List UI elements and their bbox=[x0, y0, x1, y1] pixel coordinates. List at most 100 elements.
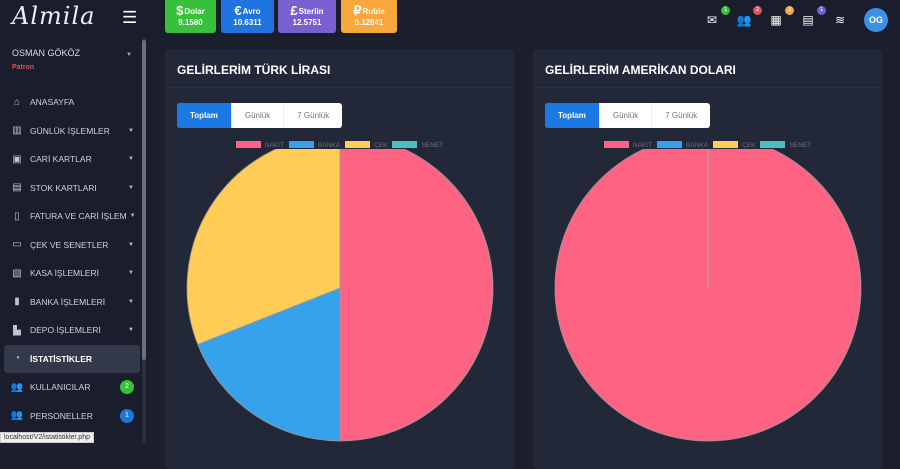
legend-item[interactable]: NAKİT bbox=[603, 141, 653, 149]
currency-icon: £ bbox=[290, 3, 298, 18]
card-usd-income: GELİRLERİM AMERİKAN DOLARI Toplam Günlük… bbox=[533, 49, 882, 469]
sidebar-item-label: KASA İŞLEMLERİ bbox=[30, 268, 99, 279]
icon-glyph: ≋ bbox=[834, 13, 846, 27]
envelope-icon[interactable]: ✉ 1 bbox=[704, 6, 730, 27]
chart-legend: NAKİT BANKA ÇEK SENET bbox=[165, 141, 514, 149]
tab-gunluk[interactable]: Günlük bbox=[230, 103, 283, 128]
count-badge: 2 bbox=[120, 380, 134, 395]
chevron-down-icon[interactable]: ▼ bbox=[126, 52, 132, 58]
count-badge: 1 bbox=[120, 408, 134, 423]
legend-label: BANKA bbox=[686, 142, 709, 149]
legend-item[interactable]: SENET bbox=[392, 141, 443, 149]
pie-slice-banka[interactable] bbox=[197, 287, 341, 442]
sidebar-item-label: DEPO İŞLEMLERİ bbox=[30, 325, 101, 336]
menu-icon: ⌂ bbox=[13, 96, 21, 108]
pie-slice-naki̇t[interactable] bbox=[339, 149, 494, 442]
sidebar-item-9[interactable]: ◔ İSTATİSTİKLER bbox=[4, 344, 140, 373]
period-button-group: Toplam Günlük 7 Günlük bbox=[177, 103, 343, 128]
chevron-down-icon: ▼ bbox=[128, 241, 134, 248]
icon-glyph: ▤ bbox=[802, 13, 814, 27]
tab-toplam[interactable]: Toplam bbox=[177, 103, 231, 128]
sidebar-item-10[interactable]: 👥 KULLANICILAR 2 bbox=[4, 373, 140, 402]
currency-name: Ruble bbox=[362, 7, 385, 16]
legend-label: SENET bbox=[421, 142, 444, 149]
currency-icon: ₽ bbox=[353, 3, 362, 18]
legend-label: BANKA bbox=[318, 142, 341, 149]
menu-toggle-icon[interactable]: ☰ bbox=[122, 8, 138, 27]
logo[interactable]: Almila bbox=[12, 2, 96, 30]
currency-name: Avro bbox=[242, 7, 261, 16]
layers-icon[interactable]: ≋ bbox=[832, 13, 848, 27]
legend-item[interactable]: BANKA bbox=[657, 141, 708, 149]
menu-icon: ▤ bbox=[12, 182, 22, 194]
card-try-income: GELİRLERİM TÜRK LİRASI Toplam Günlük 7 G… bbox=[165, 49, 514, 469]
menu-icon: ▥ bbox=[12, 125, 22, 137]
currency-ruble[interactable]: ₽Ruble 0.12841 bbox=[341, 0, 397, 33]
sidebar-item-label: PERSONELLER bbox=[30, 410, 93, 421]
tab-toplam[interactable]: Toplam bbox=[545, 103, 599, 128]
legend-item[interactable]: ÇEK bbox=[713, 141, 755, 149]
currency-name: Sterlin bbox=[298, 7, 324, 16]
legend-label: NAKİT bbox=[632, 142, 653, 149]
sidebar-item-label: GÜNLÜK İŞLEMLER bbox=[30, 125, 110, 136]
currency-icon: $ bbox=[176, 3, 184, 18]
legend-item[interactable]: SENET bbox=[760, 141, 811, 149]
user-name[interactable]: OSMAN GÖKÖZ bbox=[12, 48, 81, 58]
currency-value: 10.6311 bbox=[233, 18, 262, 27]
currency-icon: € bbox=[234, 3, 242, 18]
sidebar-item-3[interactable]: ▤ STOK KARTLARI ▼ bbox=[4, 174, 140, 203]
currency-avro[interactable]: €Avro 10.6311 bbox=[221, 0, 274, 33]
status-url: localhost/V2/istatistikler.php bbox=[0, 432, 94, 443]
currency-value: 12.5751 bbox=[292, 18, 322, 27]
id-card-icon[interactable]: ▤ 1 bbox=[800, 6, 826, 27]
currency-value: 0.12841 bbox=[354, 18, 384, 27]
sidebar-item-label: STOK KARTLARI bbox=[30, 182, 97, 193]
pie-slice-çek[interactable] bbox=[186, 149, 341, 345]
sidebar: OSMAN GÖKÖZ Patron ▼ ⌂ ANASAYFA ▥ GÜNLÜK İŞ… bbox=[0, 38, 150, 443]
chevron-down-icon: ▼ bbox=[129, 213, 136, 220]
icon-glyph: ▦ bbox=[770, 13, 782, 27]
tab-7-gunluk[interactable]: 7 Günlük bbox=[651, 103, 710, 128]
notification-badge: 3 bbox=[785, 6, 794, 15]
sidebar-item-1[interactable]: ▥ GÜNLÜK İŞLEMLER ▼ bbox=[4, 117, 140, 146]
legend-item[interactable]: BANKA bbox=[289, 141, 340, 149]
currency-dolar[interactable]: $Dolar 9.1580 bbox=[165, 0, 216, 33]
sidebar-item-11[interactable]: 👥 PERSONELLER 1 bbox=[4, 402, 140, 431]
sidebar-scrollbar[interactable] bbox=[142, 38, 146, 443]
sidebar-menu: ⌂ ANASAYFA ▥ GÜNLÜK İŞLEMLER ▼ ▣ CARİ KARTLAR ▼… bbox=[4, 88, 140, 430]
tab-7-gunluk[interactable]: 7 Günlük bbox=[283, 103, 342, 128]
legend-item[interactable]: NAKİT bbox=[235, 141, 285, 149]
menu-icon: ▯ bbox=[14, 210, 20, 222]
currency-sterlin[interactable]: £Sterlin 12.5751 bbox=[278, 0, 336, 33]
pie-chart bbox=[554, 149, 862, 442]
chart-legend: NAKİT BANKA ÇEK SENET bbox=[533, 141, 882, 149]
chevron-down-icon: ▼ bbox=[128, 298, 134, 305]
pie-slice-naki̇t[interactable] bbox=[554, 149, 862, 442]
sidebar-item-label: ANASAYFA bbox=[30, 97, 75, 108]
icon-glyph: 👥 bbox=[736, 13, 752, 27]
menu-icon: ▮ bbox=[14, 296, 20, 308]
sidebar-item-label: CARİ KARTLAR bbox=[30, 154, 92, 165]
chevron-down-icon: ▼ bbox=[128, 127, 134, 134]
sidebar-item-5[interactable]: ▭ ÇEK VE SENETLER ▼ bbox=[4, 231, 140, 260]
sidebar-item-0[interactable]: ⌂ ANASAYFA bbox=[4, 88, 140, 117]
legend-label: ÇEK bbox=[742, 142, 756, 149]
avatar[interactable]: OG bbox=[864, 8, 888, 32]
chevron-down-icon: ▼ bbox=[128, 327, 134, 334]
users-icon[interactable]: 👥 2 bbox=[736, 6, 762, 27]
sidebar-item-4[interactable]: ▯ FATURA VE CARİ İŞLEM ▼ bbox=[4, 202, 140, 231]
sidebar-item-6[interactable]: ▧ KASA İŞLEMLERİ ▼ bbox=[4, 259, 140, 288]
sidebar-item-2[interactable]: ▣ CARİ KARTLAR ▼ bbox=[4, 145, 140, 174]
boxes-icon[interactable]: ▦ 3 bbox=[768, 6, 794, 27]
legend-item[interactable]: ÇEK bbox=[345, 141, 387, 149]
legend-label: NAKİT bbox=[264, 142, 285, 149]
menu-icon: ▣ bbox=[12, 153, 22, 165]
pie-chart bbox=[186, 149, 494, 442]
currency-value: 9.1580 bbox=[178, 18, 203, 27]
sidebar-item-8[interactable]: ▙ DEPO İŞLEMLERİ ▼ bbox=[4, 316, 140, 345]
sidebar-item-7[interactable]: ▮ BANKA İŞLEMLERİ ▼ bbox=[4, 288, 140, 317]
tab-gunluk[interactable]: Günlük bbox=[598, 103, 651, 128]
card-title: GELİRLERİM AMERİKAN DOLARI bbox=[545, 63, 736, 77]
sidebar-item-label: ÇEK VE SENETLER bbox=[30, 239, 109, 250]
sidebar-item-label: İSTATİSTİKLER bbox=[30, 353, 93, 364]
